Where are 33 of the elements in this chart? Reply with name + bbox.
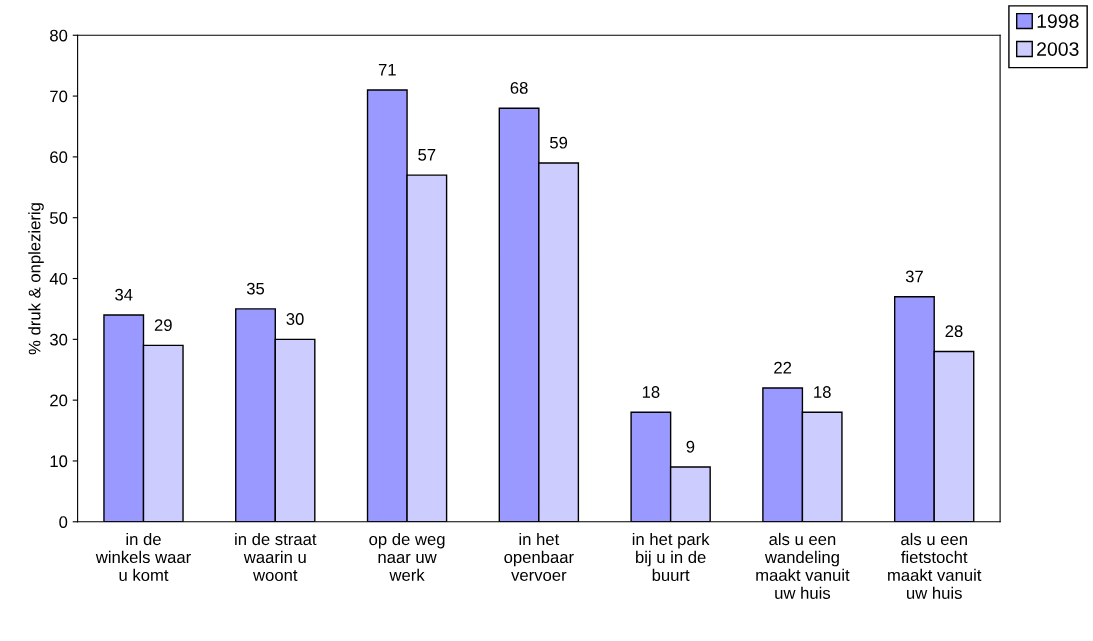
y-axis-title: % druk & onplezierig [28, 203, 44, 355]
data-label: 9 [686, 440, 695, 453]
x-tick-label: in de straat waarin u woont [235, 532, 317, 582]
x-tick-label: op de weg naar uw werk [369, 532, 445, 582]
legend-label: 1998 [1037, 14, 1079, 28]
x-tick-label: in het park bij u in de buurt [632, 532, 710, 582]
x-tick-label: in de winkels waar u komt [95, 532, 191, 582]
y-tick-label: 80 [50, 29, 68, 42]
data-label: 34 [115, 288, 133, 301]
data-label: 28 [945, 325, 963, 338]
y-tick-label: 60 [50, 151, 68, 164]
x-tick-label: als u een wandeling maakt vanuit uw huis [756, 532, 850, 599]
data-label: 71 [378, 63, 396, 76]
x-tick-label: als u een fietstocht maakt vanuit uw huis [888, 532, 982, 599]
data-label: 57 [418, 149, 436, 161]
data-label: 30 [286, 313, 304, 325]
y-tick-label: 30 [49, 333, 68, 346]
y-tick-label: 70 [50, 90, 68, 103]
data-label: 18 [814, 386, 831, 398]
x-tick-label: in het openbaar vervoer [504, 532, 574, 582]
y-tick-label: 20 [50, 394, 68, 407]
data-label: 68 [510, 82, 528, 94]
data-label: 35 [246, 282, 265, 295]
y-tick-label: 40 [49, 272, 68, 285]
y-tick-label: 0 [59, 516, 68, 528]
data-label: 59 [550, 136, 568, 149]
y-tick-label: 10 [50, 455, 68, 468]
y-tick-label: 50 [50, 212, 68, 224]
data-label: 37 [905, 270, 923, 283]
data-label: 22 [774, 361, 792, 374]
data-label: 18 [642, 386, 660, 398]
legend-label: 2003 [1037, 42, 1079, 56]
data-label: 29 [154, 319, 172, 332]
